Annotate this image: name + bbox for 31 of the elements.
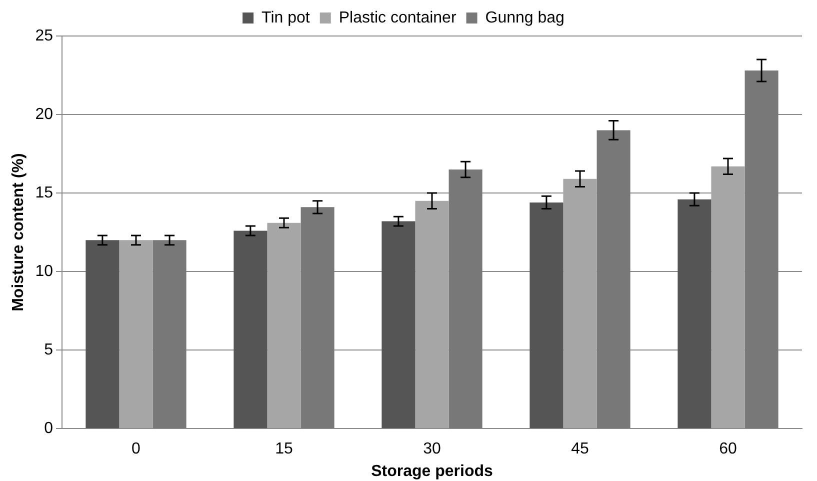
y-tick-label: 20 [35,106,54,123]
legend-label: Gunng bag [485,9,564,26]
bar [300,207,334,428]
bar [415,200,449,428]
bar [678,199,712,428]
x-tick-label: 15 [275,440,293,458]
x-tick-label: 45 [571,440,589,458]
bar [596,130,630,428]
y-axis-title: Moisture content (%) [10,153,28,312]
bar [152,240,186,428]
y-tick-label: 5 [44,341,54,358]
bar [563,178,597,428]
bar [530,202,564,428]
bar [86,240,120,428]
x-tick-label: 60 [719,440,737,458]
x-tick-label: 30 [423,440,441,458]
x-axis-title: Storage periods [371,462,493,480]
x-tick-label: 0 [132,440,141,458]
bar [744,70,778,428]
bar [234,230,268,428]
y-tick-label: 10 [35,262,54,280]
bar [711,166,745,428]
legend-label: Tin pot [262,9,310,26]
legend-label: Plastic container [338,9,457,26]
y-tick-label: 15 [35,184,54,202]
bar [267,222,301,428]
y-tick-label: 25 [35,27,54,44]
bar [448,169,482,428]
bar [382,221,416,428]
bar [119,240,153,428]
y-tick-label: 0 [44,420,54,438]
